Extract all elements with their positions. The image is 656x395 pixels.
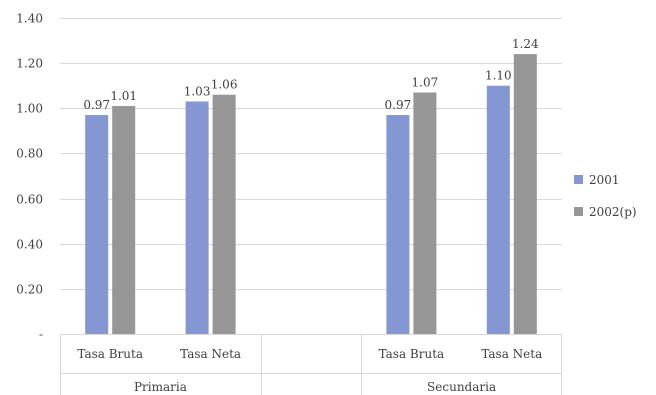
- x-tick-label: Tasa Neta: [481, 347, 542, 361]
- gridlines: [60, 18, 562, 290]
- bar: [386, 115, 410, 334]
- bars: [85, 54, 537, 335]
- x-group-label: Primaria: [134, 380, 187, 394]
- legend-swatch: [574, 175, 583, 184]
- data-label: 1.10: [485, 69, 512, 83]
- data-label: 1.07: [412, 75, 439, 89]
- legend-swatch: [574, 207, 583, 216]
- y-tick-label: 0.40: [16, 238, 43, 252]
- data-label: 0.97: [83, 98, 110, 112]
- legend-label: 2001: [589, 173, 620, 187]
- bar: [413, 92, 437, 334]
- bar: [185, 101, 209, 334]
- data-label: 1.24: [512, 37, 539, 51]
- y-tick-label: 0.80: [16, 147, 43, 161]
- y-tick-label: -: [39, 328, 43, 342]
- data-label: 0.97: [385, 98, 412, 112]
- x-tick-label: Tasa Bruta: [379, 347, 445, 361]
- y-tick-label: 1.00: [16, 102, 43, 116]
- data-label: 1.03: [184, 85, 211, 99]
- bar: [212, 94, 236, 334]
- x-tick-label: Tasa Bruta: [77, 347, 143, 361]
- legend-label: 2002(p): [589, 205, 637, 219]
- bar: [486, 85, 510, 334]
- y-tick-label: 0.60: [16, 193, 43, 207]
- data-label: 1.01: [110, 89, 137, 103]
- y-tick-label: 1.40: [16, 12, 43, 26]
- y-tick-label: 1.20: [16, 57, 43, 71]
- y-axis-ticks: - 0.20 0.40 0.60 0.80 1.00 1.20 1.40: [16, 12, 43, 342]
- bar: [85, 115, 109, 334]
- x-axis: Tasa Bruta Tasa Neta Primaria Tasa Bruta Tas…: [60, 334, 562, 395]
- y-tick-label: 0.20: [16, 283, 43, 297]
- data-label: 1.06: [211, 78, 238, 92]
- data-labels: 0.971.01 1.03 1.060.971.07 1.101.24: [83, 37, 539, 112]
- x-tick-label: Tasa Neta: [180, 347, 241, 361]
- x-group-label: Secundaria: [427, 380, 496, 394]
- bar: [112, 106, 136, 335]
- legend: 2001 2002(p): [574, 173, 637, 219]
- bar: [513, 54, 537, 334]
